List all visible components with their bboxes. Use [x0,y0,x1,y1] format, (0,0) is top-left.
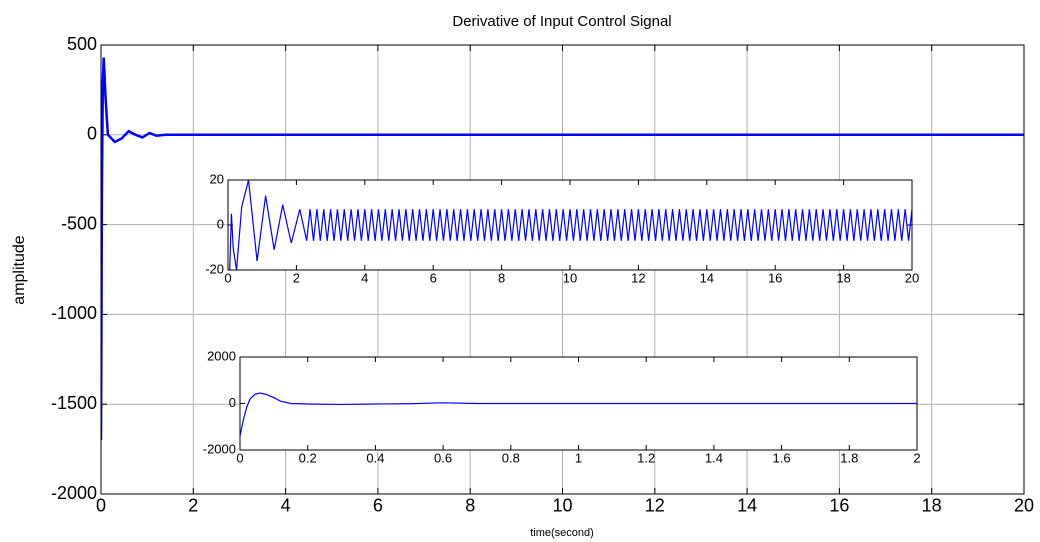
x-tick-label: 18 [836,271,850,286]
x-tick-label: 0.8 [502,451,520,466]
x-axis-label: time(second) [530,527,594,539]
x-tick-label: 20 [1014,495,1034,515]
data-line [101,57,1024,441]
y-tick-label: 20 [210,171,224,186]
x-tick-label: 8 [498,271,505,286]
plot-frame [239,356,918,451]
y-tick-label: -1000 [51,303,97,323]
y-tick-label: 0 [87,124,97,144]
chart-title: Derivative of Input Control Signal [452,13,671,30]
plot-frame [227,179,913,271]
x-tick-label: 0.6 [434,451,452,466]
x-tick-label: 14 [737,495,757,515]
y-tick-label: -2000 [203,441,236,456]
y-tick-label: -500 [61,213,97,233]
y-tick-label: -20 [205,261,224,276]
x-tick-label: 8 [465,495,475,515]
y-tick-label: -2000 [51,483,97,503]
x-tick-label: 4 [281,495,291,515]
data-line [240,392,917,437]
y-axis-label: amplitude [11,235,28,304]
x-tick-label: 16 [768,271,782,286]
data-line [228,180,912,270]
x-tick-label: 16 [829,495,849,515]
x-tick-label: 1.4 [705,451,723,466]
x-tick-label: 12 [631,271,645,286]
x-tick-label: 14 [700,271,714,286]
x-tick-label: 6 [430,271,437,286]
x-tick-label: 2 [913,451,920,466]
x-tick-label: 0 [224,271,231,286]
x-tick-label: 2 [293,271,300,286]
x-tick-label: 0.4 [366,451,384,466]
x-tick-label: 18 [922,495,942,515]
plot-frame [100,44,1025,495]
plot-area [228,180,912,270]
x-tick-label: 12 [645,495,665,515]
x-tick-label: 1 [575,451,582,466]
x-tick-label: 0 [236,451,243,466]
x-tick-label: 10 [563,271,577,286]
x-tick-label: 2 [188,495,198,515]
x-tick-label: 1.8 [840,451,858,466]
x-tick-label: 0 [96,495,106,515]
y-tick-label: 2000 [207,348,236,363]
x-tick-label: 6 [373,495,383,515]
x-tick-label: 0.2 [299,451,317,466]
y-tick-label: 0 [229,395,236,410]
x-tick-label: 10 [552,495,572,515]
x-tick-label: 20 [905,271,919,286]
x-tick-label: 4 [361,271,368,286]
y-tick-label: 500 [67,34,97,54]
y-tick-label: 0 [217,216,224,231]
x-tick-label: 1.6 [773,451,791,466]
x-tick-label: 1.2 [637,451,655,466]
y-tick-label: -1500 [51,393,97,413]
